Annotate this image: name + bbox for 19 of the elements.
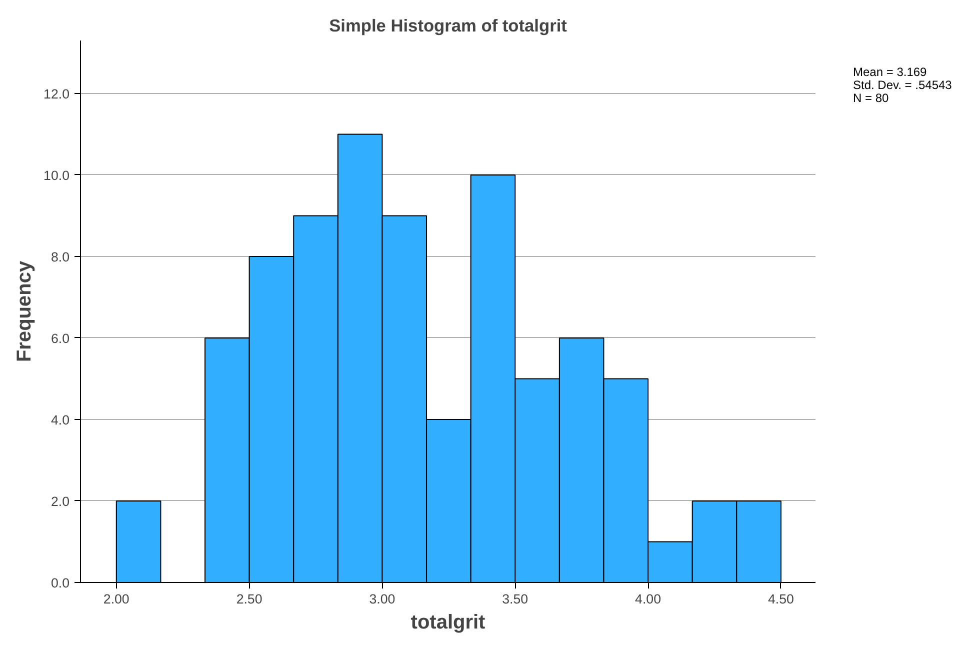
text: N = 80 xyxy=(853,91,889,106)
text: Std. Dev. = .54543 xyxy=(853,78,952,92)
chart-title: Simple Histogram of totalgrit xyxy=(329,16,568,36)
x-tick-label: 2.50 xyxy=(236,592,262,606)
y-tick-label: 8.0 xyxy=(50,249,70,264)
x-tick-label: 2.00 xyxy=(103,592,130,606)
y-axis-title: Frequency xyxy=(14,260,36,362)
y-tick-label: 12.0 xyxy=(44,86,70,102)
y-tick-label: 10.0 xyxy=(44,168,70,183)
x-tick-label: 3.00 xyxy=(369,592,396,606)
text: Mean = 3.169 xyxy=(853,65,927,79)
y-tick-label: 2.0 xyxy=(50,494,70,509)
y-tick-label: 4.0 xyxy=(50,412,70,428)
x-tick-label: 4.00 xyxy=(635,592,662,606)
x-tick-label: 3.50 xyxy=(502,592,528,606)
y-tick-label: 0.0 xyxy=(50,576,70,590)
x-tick-label: 4.50 xyxy=(768,592,794,606)
x-axis-title: totalgrit xyxy=(410,612,486,634)
y-tick-label: 6.0 xyxy=(50,330,70,346)
